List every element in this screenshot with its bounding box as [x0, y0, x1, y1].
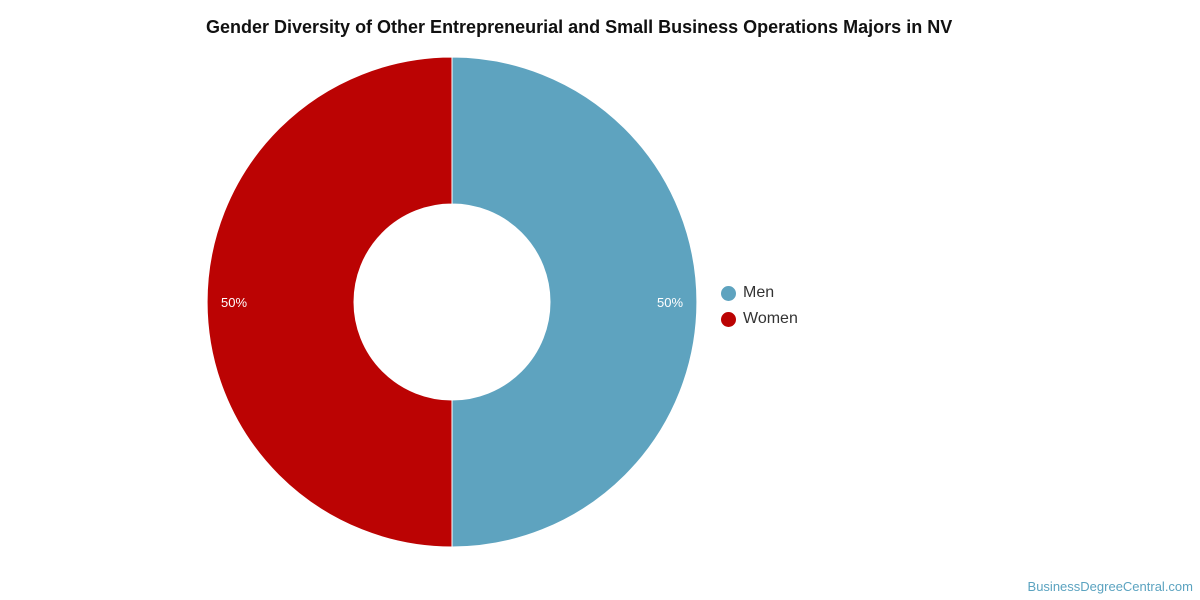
legend-label-women: Women: [743, 310, 798, 327]
slices-group: [206, 56, 698, 548]
slice-labels-group: 50% 50%: [221, 295, 683, 310]
slice-label-women: 50%: [221, 295, 247, 310]
watermark: BusinessDegreeCentral.com: [1027, 579, 1193, 594]
legend-label-men: Men: [743, 284, 775, 301]
slice-men[interactable]: [451, 56, 698, 548]
legend-swatch-women: [721, 311, 736, 327]
legend-item-men[interactable]: Men: [721, 280, 798, 306]
slice-women[interactable]: [206, 56, 453, 548]
legend: Men Women: [721, 280, 798, 332]
legend-item-women[interactable]: Women: [721, 306, 798, 332]
chart-title: Gender Diversity of Other Entrepreneuria…: [206, 17, 953, 37]
slice-label-men: 50%: [657, 295, 683, 310]
legend-swatch-men: [721, 285, 736, 301]
